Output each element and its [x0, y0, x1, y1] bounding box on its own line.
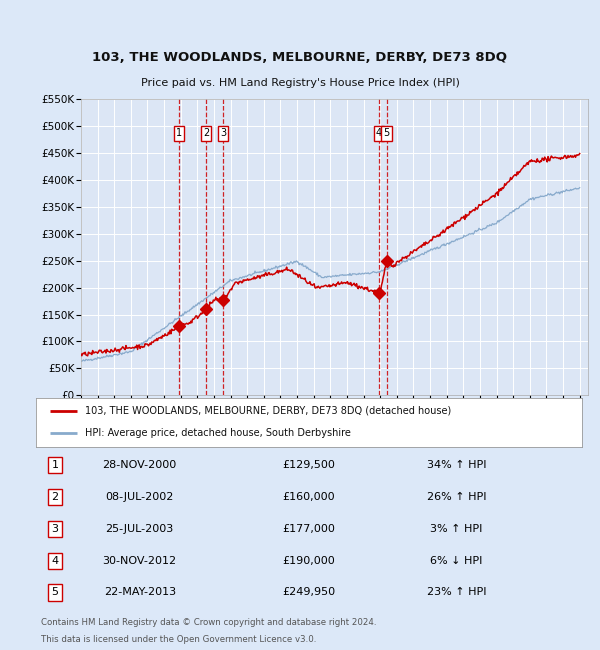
Text: 2: 2 [203, 129, 209, 138]
Text: 26% ↑ HPI: 26% ↑ HPI [427, 492, 486, 502]
Text: HPI: Average price, detached house, South Derbyshire: HPI: Average price, detached house, Sout… [85, 428, 351, 438]
Text: 5: 5 [52, 588, 59, 597]
Text: 1: 1 [176, 129, 182, 138]
Text: 3: 3 [52, 524, 59, 534]
Text: 23% ↑ HPI: 23% ↑ HPI [427, 588, 486, 597]
Text: 08-JUL-2002: 08-JUL-2002 [106, 492, 174, 502]
Text: £190,000: £190,000 [283, 556, 335, 566]
Text: 1: 1 [52, 460, 59, 470]
Text: 4: 4 [52, 556, 59, 566]
Text: This data is licensed under the Open Government Licence v3.0.: This data is licensed under the Open Gov… [41, 634, 317, 644]
Text: £249,950: £249,950 [283, 588, 335, 597]
Text: 2: 2 [52, 492, 59, 502]
Text: 28-NOV-2000: 28-NOV-2000 [103, 460, 177, 470]
Text: 22-MAY-2013: 22-MAY-2013 [104, 588, 176, 597]
Text: £160,000: £160,000 [283, 492, 335, 502]
Text: 30-NOV-2012: 30-NOV-2012 [103, 556, 177, 566]
Text: 3: 3 [220, 129, 226, 138]
Text: 3% ↑ HPI: 3% ↑ HPI [430, 524, 482, 534]
Text: 4: 4 [376, 129, 382, 138]
Text: Contains HM Land Registry data © Crown copyright and database right 2024.: Contains HM Land Registry data © Crown c… [41, 618, 377, 627]
Text: £129,500: £129,500 [283, 460, 335, 470]
Text: 103, THE WOODLANDS, MELBOURNE, DERBY, DE73 8DQ (detached house): 103, THE WOODLANDS, MELBOURNE, DERBY, DE… [85, 406, 451, 416]
Text: 5: 5 [383, 129, 390, 138]
Text: £177,000: £177,000 [283, 524, 335, 534]
Text: Price paid vs. HM Land Registry's House Price Index (HPI): Price paid vs. HM Land Registry's House … [140, 78, 460, 88]
Text: 25-JUL-2003: 25-JUL-2003 [106, 524, 174, 534]
Text: 34% ↑ HPI: 34% ↑ HPI [427, 460, 486, 470]
Text: 103, THE WOODLANDS, MELBOURNE, DERBY, DE73 8DQ: 103, THE WOODLANDS, MELBOURNE, DERBY, DE… [92, 51, 508, 64]
Text: 6% ↓ HPI: 6% ↓ HPI [430, 556, 482, 566]
